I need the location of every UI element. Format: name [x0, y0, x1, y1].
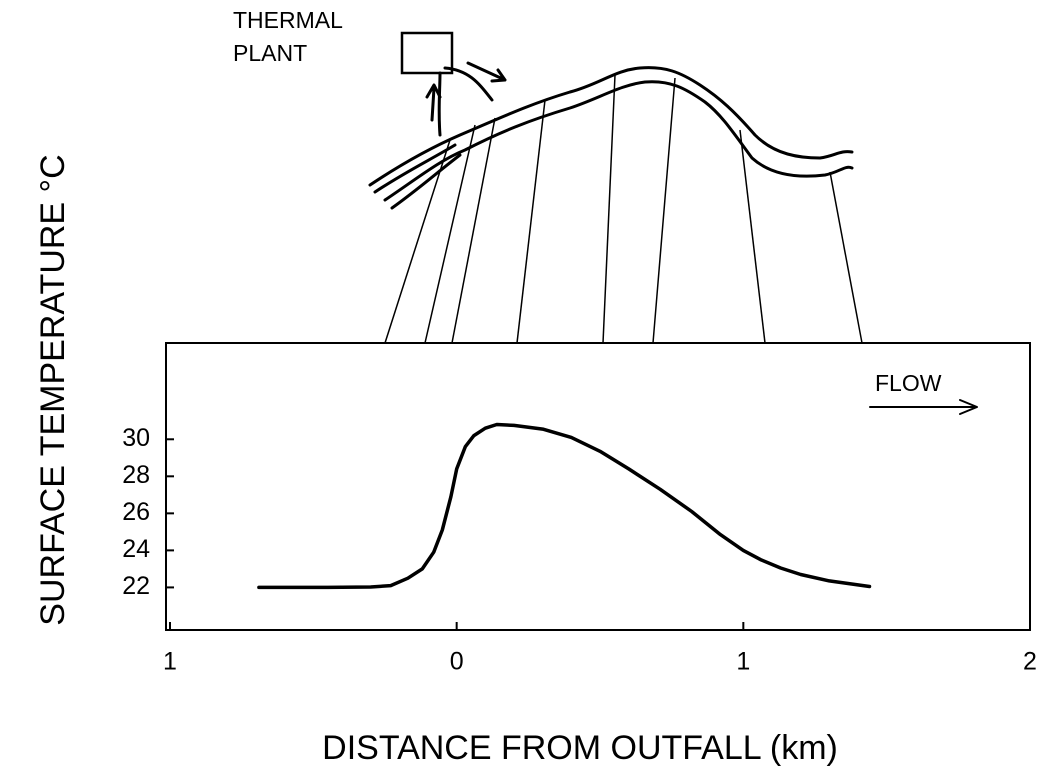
plant-box — [400, 31, 454, 75]
x-tick-label: 0 — [450, 648, 464, 676]
outfall-pipe — [443, 66, 494, 102]
plant-label: PLANT — [233, 40, 307, 66]
y-tick-label: 26 — [122, 498, 150, 526]
y-axis-label: SURFACE TEMPERATURE °C — [34, 154, 72, 625]
y-tick-label: 30 — [122, 424, 150, 452]
river-bank — [368, 66, 854, 187]
x-axis-label: DISTANCE FROM OUTFALL (km) — [322, 729, 838, 767]
y-tick-label: 24 — [122, 535, 150, 563]
river-map — [368, 31, 978, 415]
x-tick-label: 1 — [163, 648, 177, 676]
intake-pipe — [437, 71, 442, 137]
y-tick-label: 22 — [122, 572, 150, 600]
flow-label: FLOW — [875, 370, 942, 396]
arrow — [425, 83, 442, 122]
x-tick-label: 2 — [1023, 648, 1037, 676]
temperature-line — [257, 422, 872, 590]
river-bank — [383, 80, 854, 202]
flow-arrow — [869, 399, 978, 415]
y-tick-label: 28 — [122, 461, 150, 489]
x-tick-label: 1 — [736, 648, 750, 676]
arrow — [466, 61, 507, 83]
connector-lines — [384, 74, 863, 344]
tributary — [390, 153, 462, 210]
plant-label: THERMAL — [233, 7, 343, 33]
plot-frame — [165, 342, 1031, 631]
